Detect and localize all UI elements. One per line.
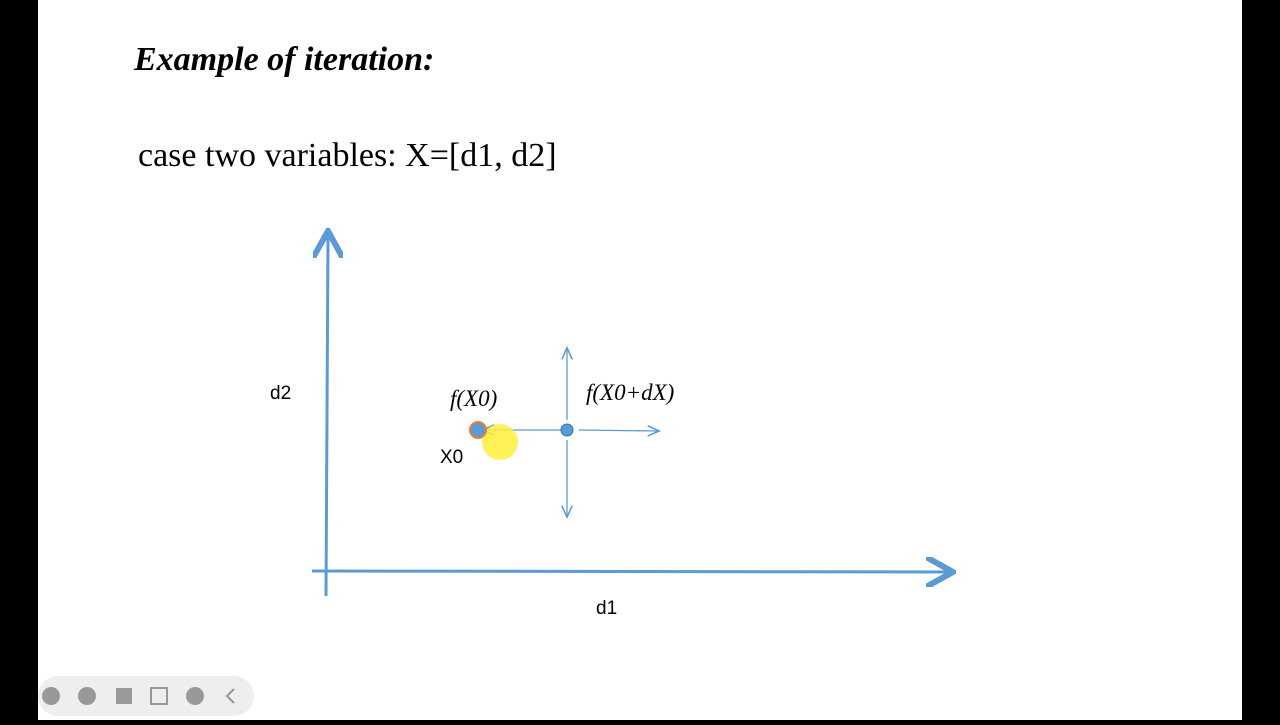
point-label: X0	[440, 447, 463, 468]
cursor-highlight	[482, 424, 518, 460]
slide: Example of iteration: case two variables…	[38, 0, 1242, 720]
y-axis	[326, 234, 328, 597]
zoom-button[interactable]	[150, 687, 168, 705]
f-x0-dx-label: f(X0+dX)	[586, 380, 674, 405]
collapse-button[interactable]	[225, 688, 235, 704]
next-button[interactable]	[78, 687, 96, 705]
x-axis-label: d1	[596, 598, 617, 619]
y-axis-label: d2	[270, 383, 291, 404]
f-x0-label: f(X0)	[450, 386, 497, 411]
subtitle: case two variables: X=[d1, d2]	[138, 137, 557, 174]
toolbar	[38, 676, 254, 716]
prev-button[interactable]	[42, 687, 60, 705]
x-axis	[311, 571, 950, 572]
point-x0	[469, 421, 487, 439]
point-x0-dx	[560, 423, 574, 437]
slide-canvas: Example of iteration: case two variables…	[38, 41, 1242, 716]
more-button[interactable]	[186, 687, 204, 705]
pen-button[interactable]	[116, 688, 132, 704]
arrow-right	[578, 430, 658, 431]
title: Example of iteration:	[133, 41, 434, 78]
